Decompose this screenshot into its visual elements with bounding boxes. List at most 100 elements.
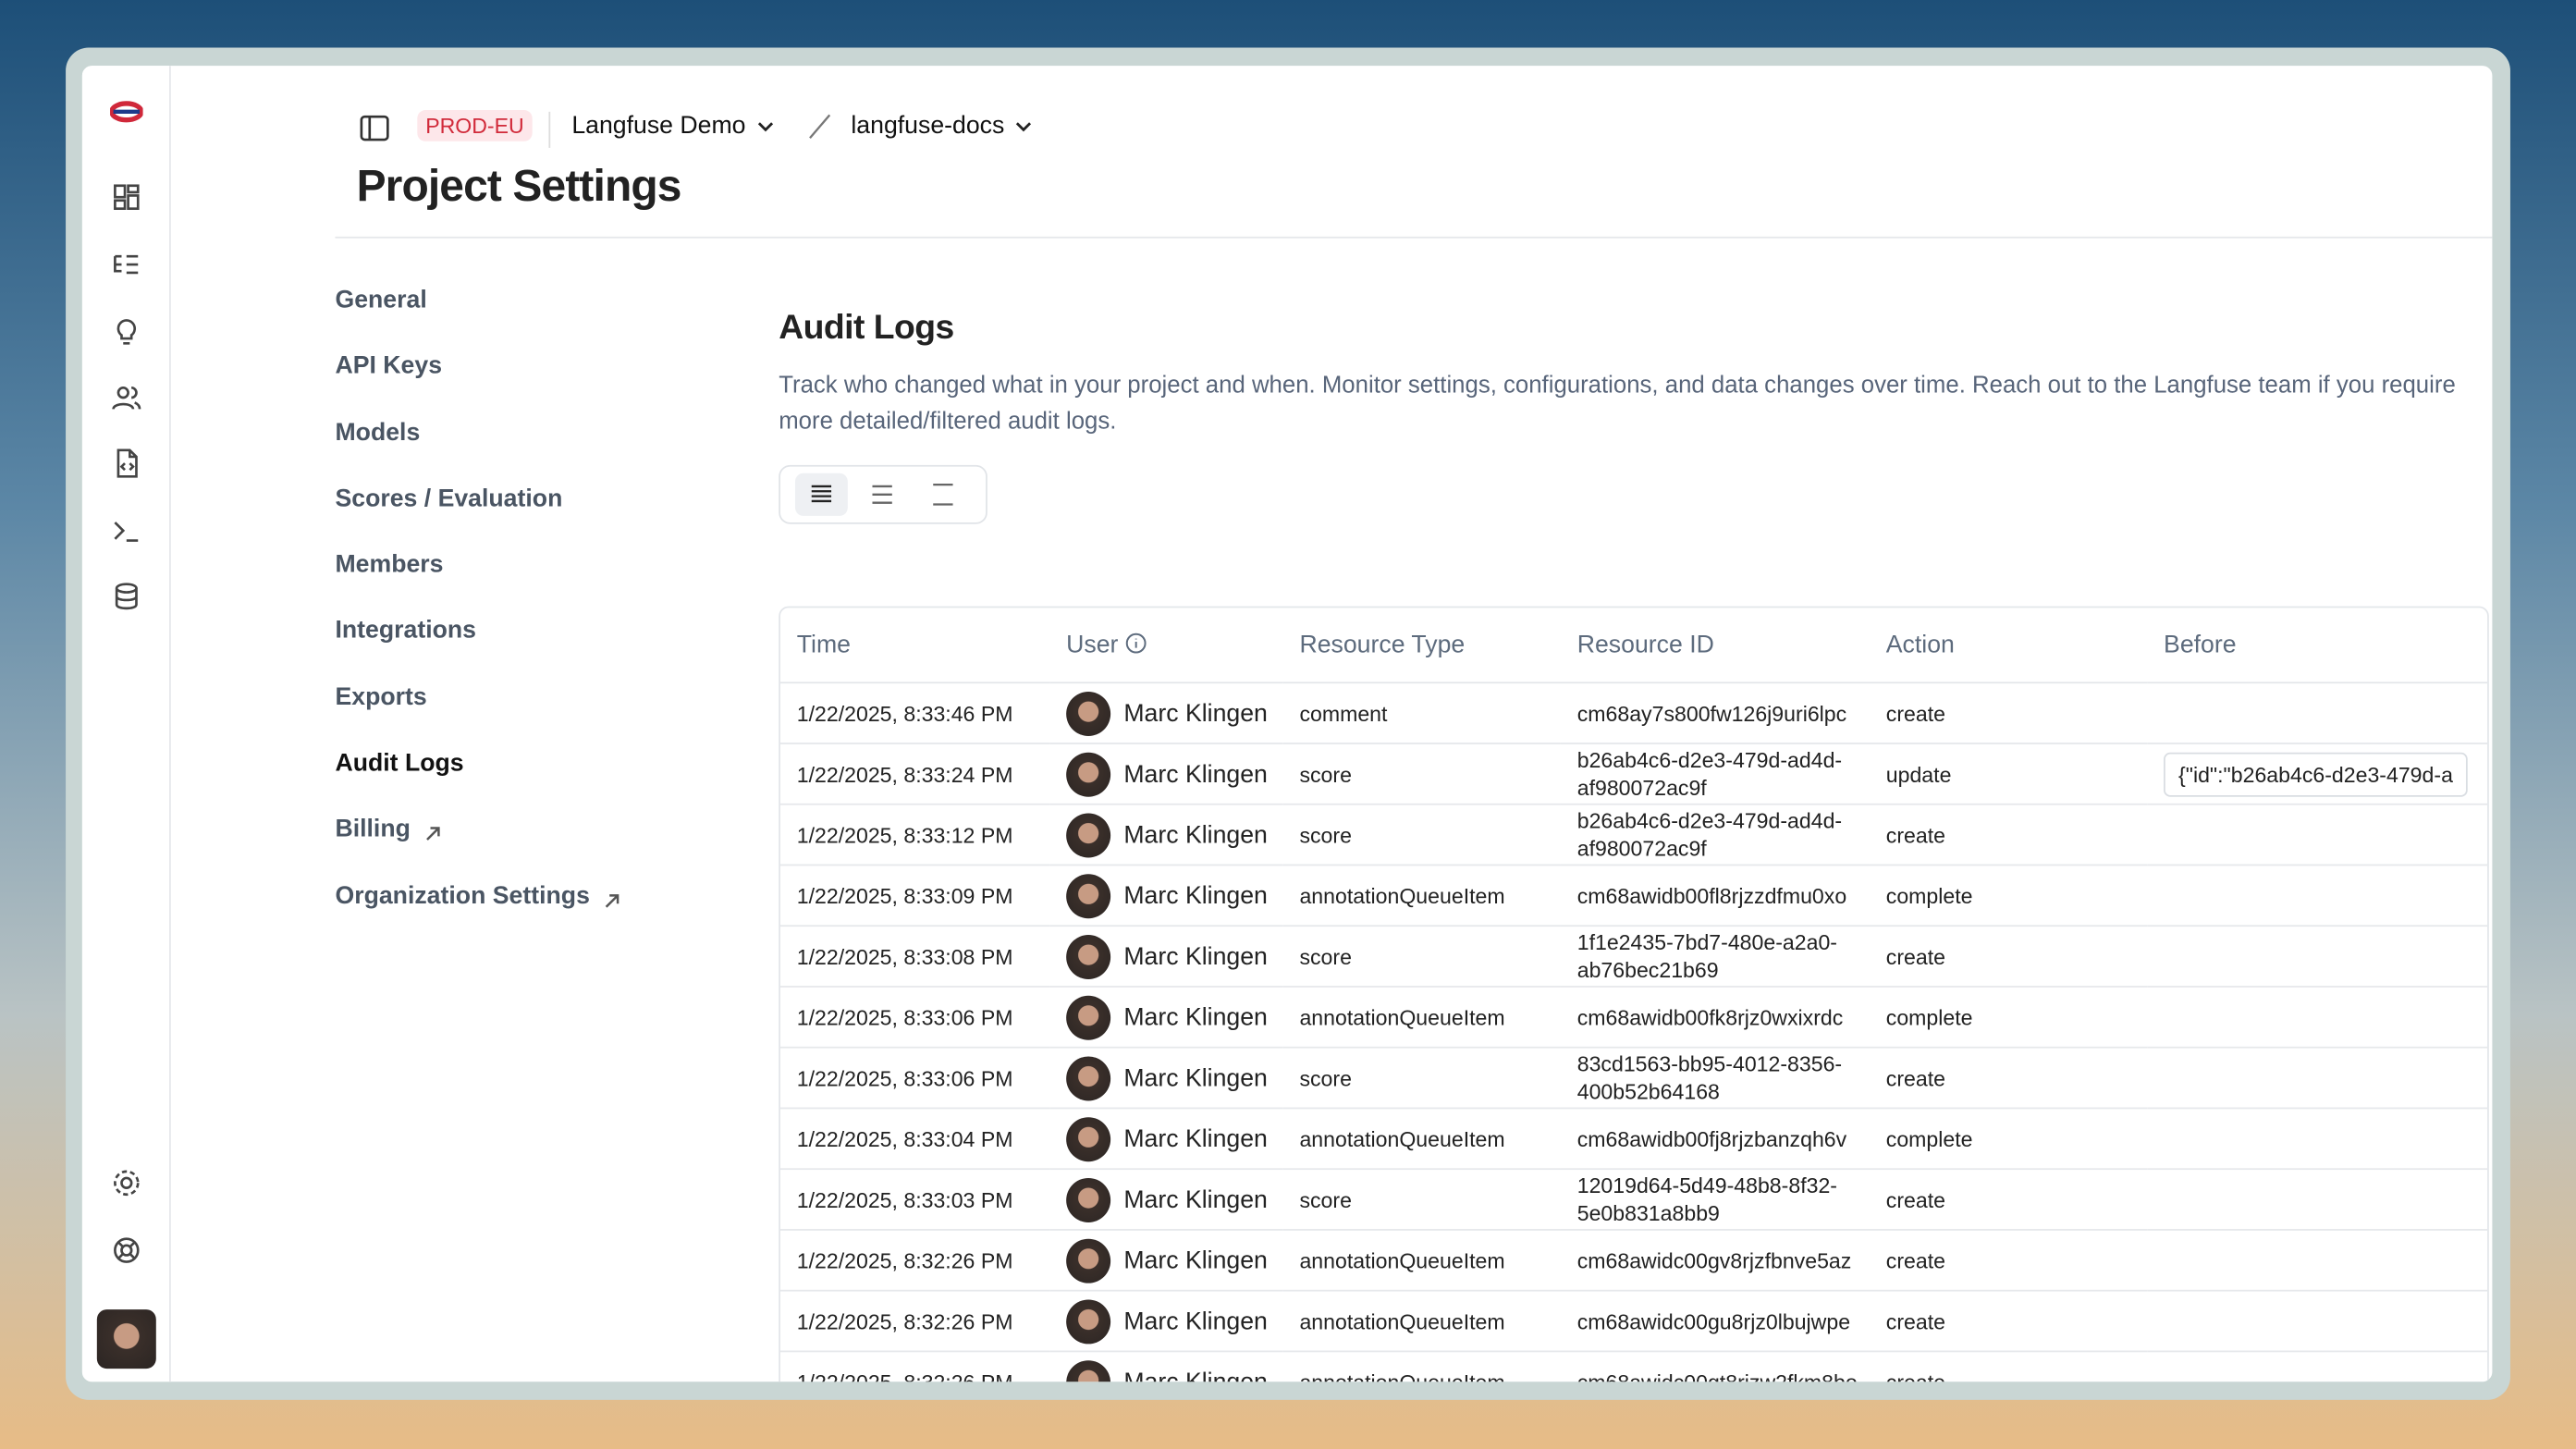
nav-item[interactable]: General [335, 286, 620, 352]
project-selector[interactable]: langfuse-docs [851, 112, 1034, 140]
nav-item[interactable]: Audit Logs [335, 749, 620, 816]
table-row[interactable]: 1/22/2025, 8:33:24 PM Marc Klingen score b2… [779, 743, 2488, 805]
nav-item[interactable]: API Keys [335, 352, 620, 419]
datasets-icon[interactable] [110, 447, 143, 480]
divider [548, 111, 551, 148]
user-name: Marc Klingen [1123, 820, 1268, 849]
cell-text: create [1886, 1369, 1945, 1381]
logo[interactable] [109, 95, 144, 129]
table-row[interactable]: 1/22/2025, 8:33:04 PM Marc Klingen annotat… [779, 1108, 2488, 1171]
cell: 12019d64-5d49-48b8-8f32-5e0b831a8bb9 [1560, 1169, 1870, 1231]
cell-text: complete [1885, 1004, 1973, 1030]
cell: 1/22/2025, 8:33:46 PM [779, 682, 1050, 744]
cell-text: 1/22/2025, 8:33:24 PM [796, 761, 1013, 787]
user-cell: Marc Klingen [1066, 1359, 1268, 1382]
user-name: Marc Klingen [1123, 699, 1268, 728]
external-link-icon [425, 827, 440, 841]
cell-text: score [1299, 1186, 1352, 1212]
table-row[interactable]: 1/22/2025, 8:33:06 PM Marc Klingen score 83… [779, 1047, 2488, 1110]
column-header[interactable]: Before [2147, 608, 2488, 684]
cell-text: create [1885, 822, 1945, 847]
cell-text: score [1299, 822, 1352, 847]
table-row[interactable]: 1/22/2025, 8:32:26 PM Marc Klingen annotat… [779, 1229, 2488, 1292]
cell: Marc Klingen [1049, 986, 1283, 1049]
nav-label: Integrations [335, 617, 476, 645]
avatar [1066, 1359, 1111, 1382]
cell-text: 1/22/2025, 8:33:09 PM [796, 883, 1013, 908]
divider [335, 236, 2493, 239]
nav-item[interactable]: Billing [335, 816, 620, 882]
playground-icon[interactable] [110, 514, 143, 547]
table-row[interactable]: 1/22/2025, 8:33:08 PM Marc Klingen score 1f… [779, 926, 2488, 988]
users-icon[interactable] [110, 381, 143, 414]
nav-item[interactable]: Organization Settings [335, 882, 620, 949]
sidebar-toggle[interactable] [358, 112, 391, 145]
settings-icon[interactable] [110, 1167, 143, 1200]
density-normal[interactable] [856, 473, 909, 516]
cell: score [1282, 1047, 1561, 1110]
cell-text: cm68awidc00gu8rjz0lbujwpe [1576, 1308, 1851, 1333]
cell: 1/22/2025, 8:33:24 PM [779, 743, 1050, 805]
column-header[interactable]: Time [779, 608, 1050, 684]
support-icon[interactable] [110, 1234, 143, 1267]
nav-item[interactable]: Scores / Evaluation [335, 485, 620, 551]
cell: cm68awidc00gu8rjz0lbujwpe [1560, 1290, 1870, 1353]
cell-text: cm68awidc00gv8rjzfbnve5az [1576, 1247, 1852, 1273]
cell: Marc Klingen [1049, 1108, 1283, 1171]
cell: create [1869, 682, 2148, 744]
table-row[interactable]: 1/22/2025, 8:33:09 PM Marc Klingen annotat… [779, 865, 2488, 927]
nav-item[interactable]: Members [335, 551, 620, 618]
avatar [1066, 994, 1111, 1039]
density-compact[interactable] [794, 473, 848, 516]
cell: annotationQueueItem [1282, 1290, 1561, 1353]
cell-text: score [1299, 761, 1352, 787]
user-cell: Marc Klingen [1066, 1116, 1268, 1161]
nav-label: Members [335, 550, 444, 579]
table-row[interactable]: 1/22/2025, 8:33:06 PM Marc Klingen annotat… [779, 986, 2488, 1049]
avatar [1066, 1177, 1111, 1222]
traces-icon[interactable] [110, 248, 143, 281]
cell: annotationQueueItem [1282, 1108, 1561, 1171]
table-row[interactable]: 1/22/2025, 8:33:12 PM Marc Klingen score b2… [779, 804, 2488, 866]
cell-text: create [1885, 1247, 1945, 1273]
nav-item[interactable]: Integrations [335, 617, 620, 683]
table-row[interactable]: 1/22/2025, 8:32:26 PM Marc Klingen annotat… [779, 1351, 2488, 1382]
avatar [1066, 1237, 1111, 1283]
cell-text: create [1885, 1065, 1945, 1090]
settings-nav: General API Keys Models Scores / Evaluation… [335, 286, 620, 948]
cell-text: 1/22/2025, 8:33:08 PM [796, 943, 1013, 969]
dashboard-icon[interactable] [110, 180, 143, 214]
cell-text: cm68awidc00gt8rjzw2fkm8bo [1577, 1369, 1858, 1381]
user-name: Marc Klingen [1123, 941, 1268, 971]
cell-text: comment [1299, 700, 1388, 726]
cell-text: cm68awidb00fk8rjz0wxixrdc [1576, 1004, 1844, 1030]
user-cell: Marc Klingen [1066, 934, 1268, 979]
user-cell: Marc Klingen [1066, 1177, 1268, 1222]
density-wide[interactable] [916, 473, 969, 516]
org-selector[interactable]: Langfuse Demo [571, 112, 775, 140]
info-icon [1125, 632, 1147, 654]
table-row[interactable]: 1/22/2025, 8:33:03 PM Marc Klingen score 12… [779, 1169, 2488, 1231]
project-name: langfuse-docs [851, 111, 1005, 141]
nav-label: API Keys [335, 351, 443, 380]
nav-item[interactable]: Models [335, 418, 620, 485]
cell-text: create [1885, 1186, 1945, 1212]
page-title: Project Settings [356, 161, 682, 211]
profile-avatar[interactable] [96, 1309, 156, 1369]
org-name: Langfuse Demo [571, 111, 746, 141]
table-row[interactable]: 1/22/2025, 8:32:26 PM Marc Klingen annotat… [779, 1290, 2488, 1353]
column-header[interactable]: Resource Type [1282, 608, 1561, 684]
user-name: Marc Klingen [1123, 881, 1268, 910]
table-row[interactable]: 1/22/2025, 8:33:46 PM Marc Klingen comment… [779, 682, 2488, 744]
cell-text: b26ab4c6-d2e3-479d-ad4d-af980072ac9f [1576, 808, 1843, 862]
nav-item[interactable]: Exports [335, 683, 620, 750]
column-header[interactable]: Resource ID [1560, 608, 1870, 684]
database-icon[interactable] [110, 580, 143, 613]
column-header[interactable]: User [1049, 608, 1283, 684]
cell: annotationQueueItem [1282, 1351, 1561, 1382]
prompts-icon[interactable] [110, 313, 143, 347]
cell [2147, 804, 2488, 866]
column-header[interactable]: Action [1869, 608, 2148, 684]
cell [2147, 1169, 2488, 1231]
cell [2147, 865, 2488, 927]
